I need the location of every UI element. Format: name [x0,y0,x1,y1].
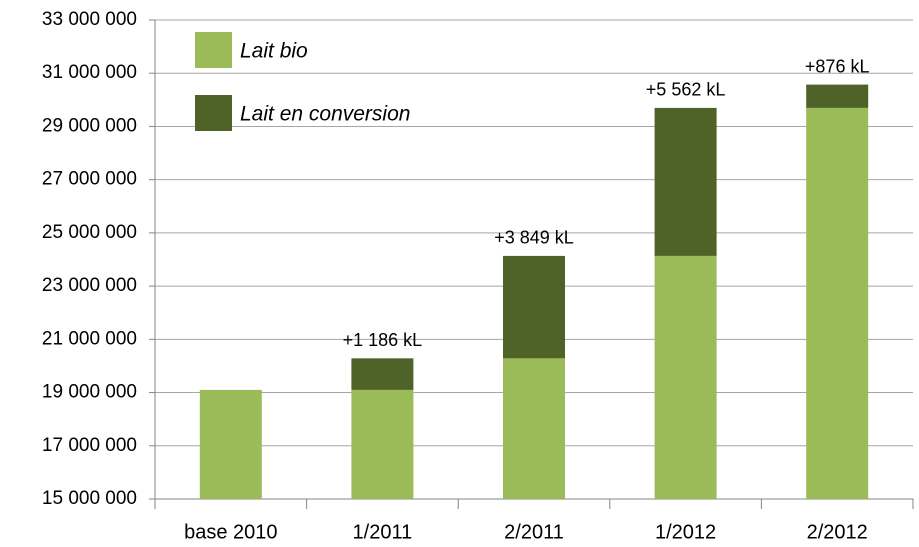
y-tick-label: 33 000 000 [42,9,137,30]
x-tick-label: 2/2011 [504,521,564,543]
y-tick-label: 19 000 000 [42,382,137,403]
x-tick-label: base 2010 [184,521,277,543]
bar-segment [503,358,565,499]
data-label: +5 562 kL [646,80,726,100]
bar-segment [806,107,869,500]
bar-segment [503,255,565,359]
y-tick-label: 15 000 000 [42,488,137,509]
bar-segment [806,84,869,108]
legend-swatch [195,32,232,68]
legend-label: Lait bio [240,40,308,63]
bar-segment [654,107,717,256]
y-tick-label: 21 000 000 [42,328,137,349]
legend-swatch [195,95,232,131]
y-tick-label: 27 000 000 [42,169,137,190]
bar-segment [199,389,262,499]
data-label: +876 kL [805,56,870,76]
data-label: +1 186 kL [343,330,423,350]
y-tick-label: 23 000 000 [42,275,137,296]
bar-segment [351,358,414,390]
y-tick-label: 29 000 000 [42,115,137,136]
x-tick-label: 2/2012 [807,521,868,543]
y-tick-label: 25 000 000 [42,222,137,243]
data-label: +3 849 kL [494,228,574,248]
legend-label: Lait en conversion [240,103,410,126]
y-tick-label: 17 000 000 [42,435,137,456]
x-tick-label: 1/2011 [353,521,413,543]
bar-segment [654,255,717,499]
x-tick-label: 1/2012 [655,521,716,543]
y-tick-label: 31 000 000 [42,62,137,83]
bar-segment [351,389,414,499]
